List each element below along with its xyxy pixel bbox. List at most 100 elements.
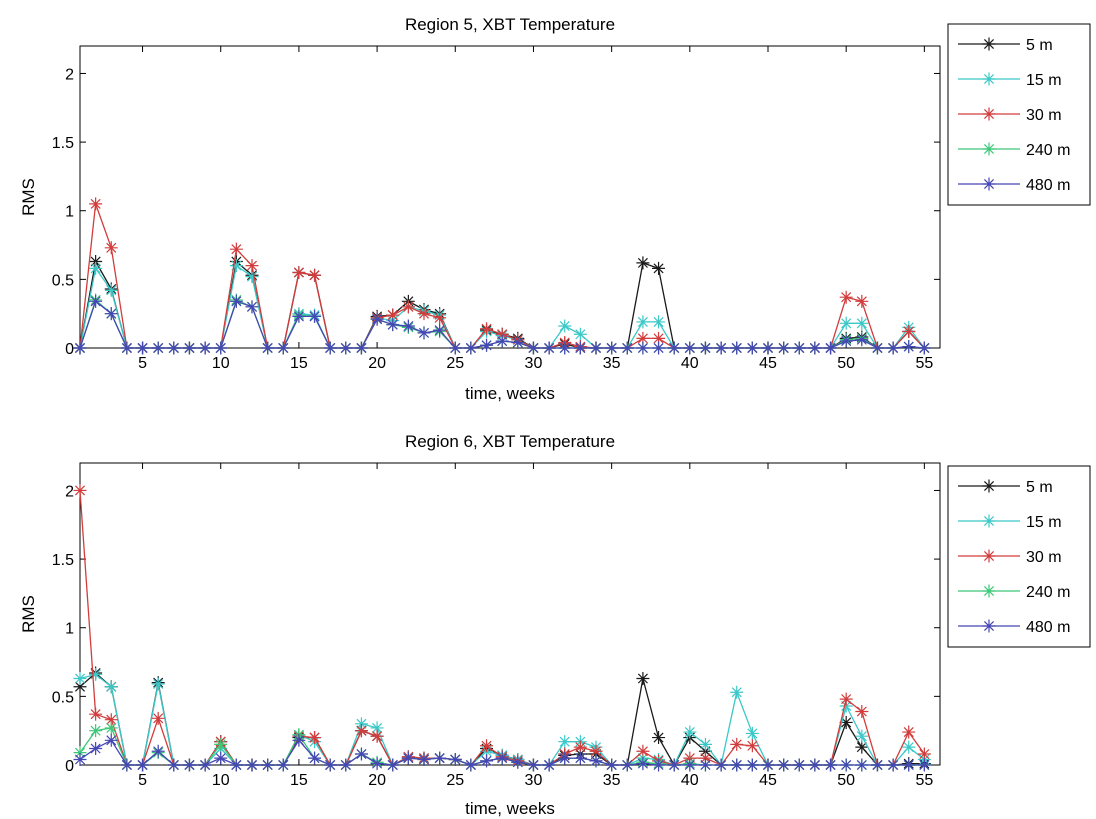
data-point-marker [308, 309, 322, 323]
data-point-marker [386, 318, 400, 332]
data-point-marker [636, 672, 650, 686]
data-point-marker [308, 731, 322, 745]
data-point-marker [480, 338, 494, 352]
data-point-marker [636, 744, 650, 758]
data-point-marker [151, 711, 165, 725]
chart-title: Region 5, XBT Temperature [405, 15, 615, 34]
data-point-marker [104, 283, 118, 297]
data-point-marker [339, 758, 353, 772]
series-480m [73, 294, 931, 355]
plot-area-frame [79, 462, 941, 766]
legend-marker [982, 479, 996, 493]
x-axis-label: time, weeks [465, 799, 555, 818]
data-point-marker [292, 733, 306, 747]
x-tick-label: 45 [759, 355, 777, 372]
x-tick-label: 20 [368, 772, 386, 789]
legend-marker [982, 619, 996, 633]
data-point-marker [182, 341, 196, 355]
data-point-marker [855, 316, 869, 330]
x-tick-label: 40 [681, 772, 699, 789]
legend-label: 480 m [1026, 619, 1070, 636]
data-point-marker [198, 341, 212, 355]
legend-label: 5 m [1026, 37, 1053, 54]
data-point-marker [370, 721, 384, 735]
legend-item: 240 m [958, 584, 1070, 601]
data-point-marker [214, 341, 228, 355]
data-point-marker [73, 341, 87, 355]
x-tick-label: 55 [915, 772, 933, 789]
data-point-marker [839, 699, 853, 713]
data-point-marker [683, 725, 697, 739]
data-point-marker [808, 758, 822, 772]
data-point-marker [261, 758, 275, 772]
data-point-marker [902, 340, 916, 354]
x-tick-label: 30 [525, 772, 543, 789]
legend-item: 480 m [958, 619, 1070, 636]
x-tick-label: 55 [915, 355, 933, 372]
data-point-marker [276, 758, 290, 772]
x-tick-label: 40 [681, 355, 699, 372]
data-point-marker [511, 755, 525, 769]
data-point-marker [698, 751, 712, 765]
y-tick-label: 1.5 [52, 552, 74, 569]
data-point-marker [745, 726, 759, 740]
series-line [79, 203, 925, 349]
data-point-marker [417, 753, 431, 767]
data-point-marker [839, 290, 853, 304]
data-point-marker [339, 341, 353, 355]
data-point-marker [89, 707, 103, 721]
data-point-marker [761, 341, 775, 355]
data-point-marker [433, 311, 447, 325]
data-point-marker [589, 754, 603, 768]
data-point-marker [386, 758, 400, 772]
data-point-marker [89, 197, 103, 211]
x-tick-label: 30 [525, 355, 543, 372]
x-tick-label: 15 [290, 355, 308, 372]
y-tick-label: 0 [65, 341, 74, 358]
data-point-marker [229, 242, 243, 256]
data-point-marker [652, 758, 666, 772]
legend-item: 15 m [958, 72, 1062, 89]
x-tick-label: 10 [212, 355, 230, 372]
data-point-marker [824, 341, 838, 355]
data-point-marker [89, 255, 103, 269]
legend-label: 30 m [1026, 107, 1062, 124]
data-point-marker [245, 270, 259, 284]
data-point-marker [917, 758, 931, 772]
data-point-marker [526, 341, 540, 355]
data-point-marker [89, 294, 103, 308]
data-point-marker [136, 341, 150, 355]
data-point-marker [417, 307, 431, 321]
x-tick-label: 5 [138, 772, 147, 789]
data-point-marker [73, 680, 87, 694]
data-point-marker [902, 325, 916, 339]
data-point-marker [730, 758, 744, 772]
data-point-marker [698, 744, 712, 758]
legend-item: 5 m [958, 37, 1053, 54]
data-point-marker [104, 680, 118, 694]
legend-label: 15 m [1026, 514, 1062, 531]
y-tick-label: 2 [65, 66, 74, 83]
data-point-marker [542, 341, 556, 355]
legend: 5 m 15 m 30 m 240 m 480 m [947, 465, 1091, 648]
data-point-marker [308, 268, 322, 282]
data-point-marker [245, 259, 259, 273]
data-point-marker [902, 725, 916, 739]
data-point-marker [167, 758, 181, 772]
legend-item: 15 m [958, 514, 1062, 531]
data-point-marker [777, 758, 791, 772]
data-point-marker [870, 758, 884, 772]
data-point-marker [714, 758, 728, 772]
legend-item: 480 m [958, 177, 1070, 194]
data-point-marker [73, 672, 87, 686]
data-point-marker [354, 341, 368, 355]
data-point-marker [636, 331, 650, 345]
x-tick-label: 20 [368, 355, 386, 372]
data-point-marker [683, 758, 697, 772]
legend-marker [982, 107, 996, 121]
data-point-marker [636, 757, 650, 771]
data-point-marker [745, 341, 759, 355]
